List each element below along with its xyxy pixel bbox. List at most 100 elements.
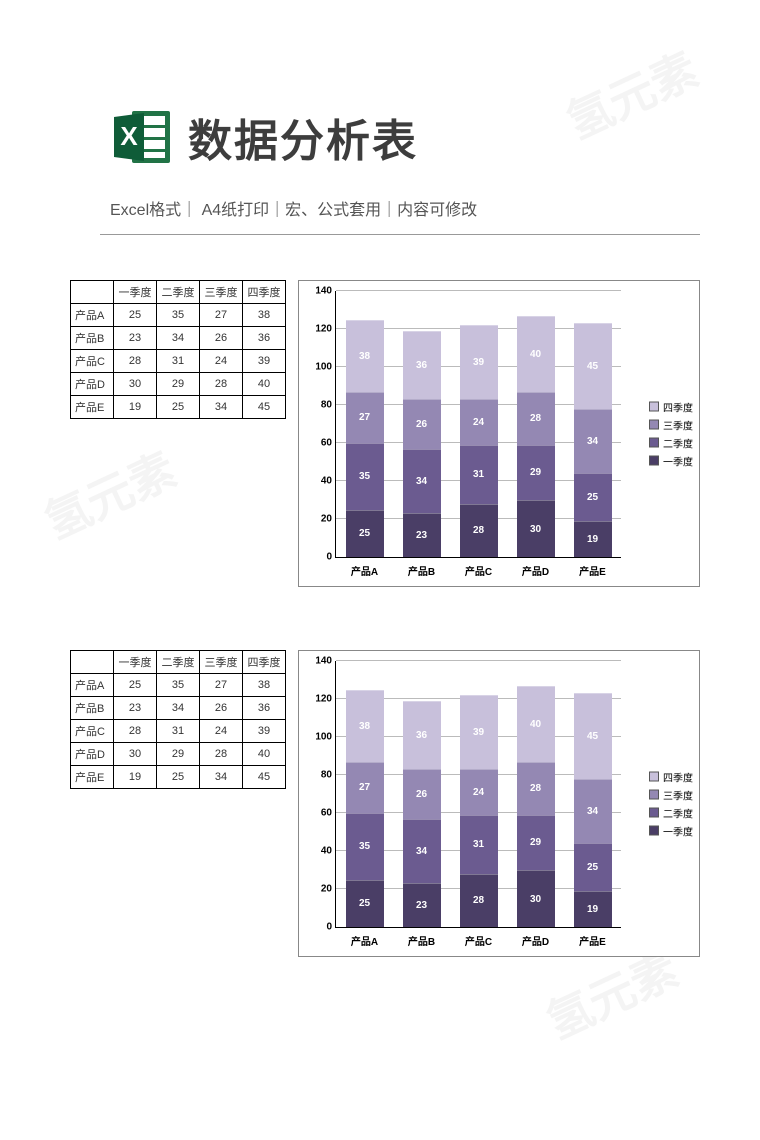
bar-segment: 35: [346, 813, 384, 880]
stacked-bar-chart: 02040608010012014025352738产品A23342636产品B…: [298, 280, 700, 587]
table-col-header: 一季度: [114, 651, 157, 674]
legend-swatch: [649, 438, 659, 448]
bar-column: 30292840产品D: [517, 291, 555, 557]
legend-label: 一季度: [663, 453, 693, 468]
header-divider: [100, 234, 700, 235]
bar-column: 23342636产品B: [403, 291, 441, 557]
table-cell: 38: [243, 304, 286, 327]
y-axis-tick: 40: [321, 846, 332, 857]
x-axis-category: 产品D: [522, 933, 549, 948]
chart-legend: 四季度三季度二季度一季度: [649, 766, 693, 841]
excel-icon: X: [110, 105, 174, 169]
legend-label: 二季度: [663, 805, 693, 820]
table-col-header: 三季度: [200, 651, 243, 674]
table-cell: 34: [157, 327, 200, 350]
table-cell: 25: [114, 674, 157, 697]
table-col-header: 一季度: [114, 281, 157, 304]
bar-segment: 26: [403, 399, 441, 448]
page: 氢元素 氢元素 氢元素 X 数据分析表 Excel格式｜ A4纸打印｜宏、公式套…: [0, 0, 760, 1140]
bar-segment: 45: [574, 693, 612, 779]
table-cell: 31: [157, 720, 200, 743]
table-cell: 45: [243, 766, 286, 789]
table-cell: 25: [114, 304, 157, 327]
bar-segment: 34: [574, 779, 612, 844]
y-axis-tick: 0: [326, 922, 332, 933]
legend-label: 二季度: [663, 435, 693, 450]
bar-column: 25352738产品A: [346, 291, 384, 557]
bar-segment: 40: [517, 686, 555, 762]
legend-label: 三季度: [663, 787, 693, 802]
table-row-header: 产品C: [71, 350, 114, 373]
legend-item: 一季度: [649, 453, 693, 468]
bar-segment: 28: [517, 762, 555, 815]
table-col-header: 四季度: [243, 651, 286, 674]
table-row-header: 产品B: [71, 327, 114, 350]
table-cell: 36: [243, 327, 286, 350]
table-cell: 30: [114, 743, 157, 766]
legend-label: 四季度: [663, 769, 693, 784]
table-cell: 28: [200, 743, 243, 766]
data-table: 一季度二季度三季度四季度产品A25352738产品B23342636产品C283…: [70, 650, 286, 789]
legend-swatch: [649, 790, 659, 800]
table-cell: 39: [243, 720, 286, 743]
bar-segment: 23: [403, 513, 441, 557]
table-row-header: 产品D: [71, 373, 114, 396]
table-row: 产品D30292840: [71, 743, 286, 766]
y-axis-tick: 60: [321, 438, 332, 449]
table-row: 产品A25352738: [71, 304, 286, 327]
bar-column: 23342636产品B: [403, 661, 441, 927]
bar-segment: 25: [574, 473, 612, 521]
table-col-header: 二季度: [157, 651, 200, 674]
bar-segment: 31: [460, 815, 498, 874]
table-cell: 26: [200, 697, 243, 720]
bar-segment: 30: [517, 870, 555, 927]
bar-segment: 38: [346, 320, 384, 392]
y-axis-tick: 140: [315, 286, 332, 297]
bar-segment: 34: [403, 819, 441, 884]
legend-item: 三季度: [649, 787, 693, 802]
data-table-wrap: 一季度二季度三季度四季度产品A25352738产品B23342636产品C283…: [70, 650, 286, 789]
bar-segment: 25: [346, 510, 384, 558]
page-subtitle: Excel格式｜ A4纸打印｜宏、公式套用｜内容可修改: [110, 196, 477, 220]
legend-swatch: [649, 456, 659, 466]
bar-column: 25352738产品A: [346, 661, 384, 927]
table-cell: 27: [200, 674, 243, 697]
bar-segment: 28: [460, 504, 498, 557]
table-col-header: 三季度: [200, 281, 243, 304]
legend-swatch: [649, 826, 659, 836]
table-cell: 31: [157, 350, 200, 373]
table-row: 产品D30292840: [71, 373, 286, 396]
bar-segment: 29: [517, 815, 555, 870]
legend-item: 二季度: [649, 805, 693, 820]
table-cell: 19: [114, 766, 157, 789]
table-cell: 29: [157, 743, 200, 766]
table-cell: 36: [243, 697, 286, 720]
table-cell: 35: [157, 304, 200, 327]
legend-item: 四季度: [649, 769, 693, 784]
x-axis-category: 产品D: [522, 563, 549, 578]
y-axis-tick: 60: [321, 808, 332, 819]
table-row: 产品E19253445: [71, 396, 286, 419]
x-axis-category: 产品A: [351, 563, 378, 578]
bar-segment: 39: [460, 695, 498, 769]
table-row-header: 产品E: [71, 396, 114, 419]
x-axis-category: 产品A: [351, 933, 378, 948]
bar-segment: 27: [346, 762, 384, 813]
bar-segment: 31: [460, 445, 498, 504]
table-row: 产品E19253445: [71, 766, 286, 789]
table-cell: 25: [157, 396, 200, 419]
table-col-header: 四季度: [243, 281, 286, 304]
y-axis-tick: 20: [321, 514, 332, 525]
header: X 数据分析表: [110, 105, 700, 169]
y-axis-tick: 120: [315, 694, 332, 705]
table-cell: 38: [243, 674, 286, 697]
legend-item: 一季度: [649, 823, 693, 838]
bar-segment: 34: [403, 449, 441, 514]
panel-top: 一季度二季度三季度四季度产品A25352738产品B23342636产品C283…: [70, 280, 700, 587]
table-cell: 28: [114, 720, 157, 743]
table-cell: 45: [243, 396, 286, 419]
bar-column: 28312439产品C: [460, 291, 498, 557]
table-row-header: 产品A: [71, 304, 114, 327]
legend-label: 一季度: [663, 823, 693, 838]
y-axis-tick: 80: [321, 770, 332, 781]
